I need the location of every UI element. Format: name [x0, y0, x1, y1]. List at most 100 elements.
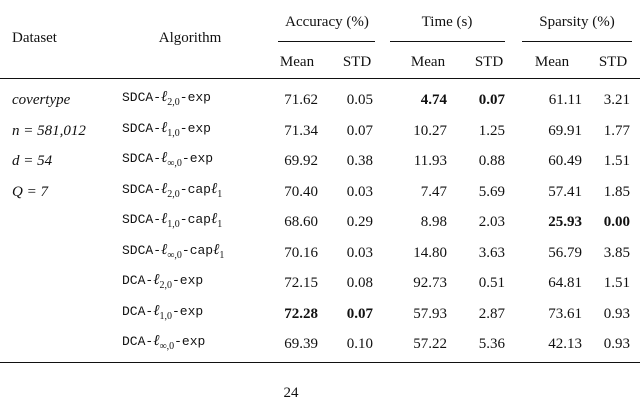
rule — [522, 41, 632, 42]
algorithm-part: 1 — [217, 188, 223, 200]
cell: 42.13 — [548, 336, 582, 352]
cell: 69.91 — [548, 122, 582, 139]
algorithm-part: -cap — [179, 181, 211, 197]
sub-header: Mean — [534, 54, 570, 70]
algorithm-part: ℓ — [161, 150, 168, 166]
cell: 14.80 — [413, 244, 447, 261]
cell: 3.63 — [478, 244, 505, 261]
algorithm-part: SDCA- — [122, 212, 162, 227]
cell: 57.93 — [413, 305, 447, 322]
cell: 0.38 — [346, 153, 373, 169]
cell: 0.07 — [346, 305, 373, 322]
algorithm: SDCA-ℓ∞,0-capℓ1 — [122, 241, 224, 265]
cell: 7.47 — [420, 183, 447, 200]
cell: 2.03 — [478, 214, 505, 230]
cell: 69.39 — [284, 336, 318, 352]
algorithm-part: ℓ — [153, 333, 160, 349]
cell: 1.77 — [603, 122, 630, 139]
cell: 0.00 — [603, 214, 630, 230]
cell: 0.08 — [346, 275, 373, 291]
algorithm-part: 2,0 — [159, 280, 172, 291]
cell: 68.60 — [284, 214, 318, 230]
cell: 60.49 — [548, 153, 582, 169]
algorithm: SDCA-ℓ2,0-exp — [122, 88, 211, 112]
rule — [278, 41, 375, 42]
cell: 5.69 — [478, 183, 505, 200]
algorithm: DCA-ℓ2,0-exp — [122, 271, 203, 295]
cell: 0.07 — [478, 92, 505, 108]
cell: 57.41 — [548, 183, 582, 200]
algorithm-part: -cap — [179, 212, 211, 227]
cell: 8.98 — [420, 214, 447, 230]
sub-header: Mean — [410, 54, 446, 70]
cell: 56.79 — [548, 244, 582, 261]
cell: 10.27 — [413, 122, 447, 139]
algorithm-part: -exp — [179, 90, 211, 105]
cell: 11.93 — [413, 153, 447, 169]
algorithm-part: ℓ — [153, 272, 160, 288]
algorithm-part: ℓ — [210, 180, 218, 197]
cell: 1.85 — [603, 183, 630, 200]
cell: 0.29 — [346, 214, 373, 230]
sub-header: STD — [598, 54, 628, 70]
cell: 72.15 — [284, 275, 318, 291]
cell: 1.51 — [603, 153, 630, 169]
header-algorithm: Algorithm — [158, 30, 222, 46]
rule — [0, 362, 640, 363]
cell: 5.36 — [478, 336, 505, 352]
cell: 25.93 — [548, 214, 582, 230]
algorithm-part: -exp — [174, 334, 206, 349]
algorithm-part: 1,0 — [167, 127, 180, 139]
algorithm-part: -cap — [181, 242, 214, 258]
algorithm: SDCA-ℓ1,0-capℓ1 — [122, 210, 222, 234]
cell: 61.11 — [548, 92, 582, 108]
cell: 0.93 — [603, 305, 630, 322]
cell: 0.03 — [346, 244, 373, 261]
cell: 70.16 — [284, 244, 318, 261]
algorithm-part: 1 — [217, 219, 223, 230]
cell: 0.05 — [346, 92, 373, 108]
algorithm-part: ℓ — [161, 211, 168, 227]
algorithm-part: SDCA- — [122, 90, 162, 105]
cell: 71.62 — [284, 92, 318, 108]
sub-header: STD — [342, 54, 372, 70]
cell: 0.51 — [478, 275, 505, 291]
cell: 57.22 — [413, 336, 447, 352]
algorithm-part: 1,0 — [167, 219, 180, 230]
algorithm-part: SDCA- — [122, 242, 162, 258]
dataset-info: n = 581,012 — [12, 122, 86, 139]
algorithm-part: SDCA- — [122, 181, 162, 197]
algorithm-part: -exp — [171, 273, 204, 288]
cell: 3.21 — [603, 92, 630, 108]
algorithm-part: ∞,0 — [167, 158, 182, 169]
cell: 1.25 — [478, 122, 505, 139]
page-number: 24 — [283, 385, 299, 401]
algorithm-part: SDCA- — [122, 151, 162, 166]
algorithm: SDCA-ℓ1,0-exp — [122, 119, 211, 143]
cell: 72.28 — [284, 305, 318, 322]
cell: 0.88 — [478, 153, 505, 169]
cell: 64.81 — [548, 275, 582, 291]
cell: 0.03 — [346, 183, 373, 200]
algorithm-part: ∞,0 — [167, 249, 182, 261]
algorithm: SDCA-ℓ2,0-capℓ1 — [122, 180, 222, 204]
algorithm-part: -exp — [171, 303, 204, 319]
algorithm-part: DCA- — [122, 334, 154, 349]
cell: 2.87 — [478, 305, 505, 322]
algorithm-part: ℓ — [213, 241, 220, 258]
algorithm-part: ℓ — [161, 119, 168, 136]
cell: 71.34 — [284, 122, 318, 139]
algorithm-part: 1 — [219, 249, 225, 261]
rule — [0, 78, 640, 79]
algorithm-part: 2,0 — [167, 188, 180, 200]
cell: 70.40 — [284, 183, 318, 200]
algorithm-part: 1,0 — [159, 310, 172, 322]
sub-header: STD — [474, 54, 504, 70]
cell: 0.93 — [603, 336, 630, 352]
algorithm-part: ℓ — [153, 302, 160, 319]
rule — [390, 41, 505, 42]
cell: 92.73 — [413, 275, 447, 291]
algorithm-part: ℓ — [210, 211, 218, 227]
algorithm-part: DCA- — [122, 273, 154, 288]
